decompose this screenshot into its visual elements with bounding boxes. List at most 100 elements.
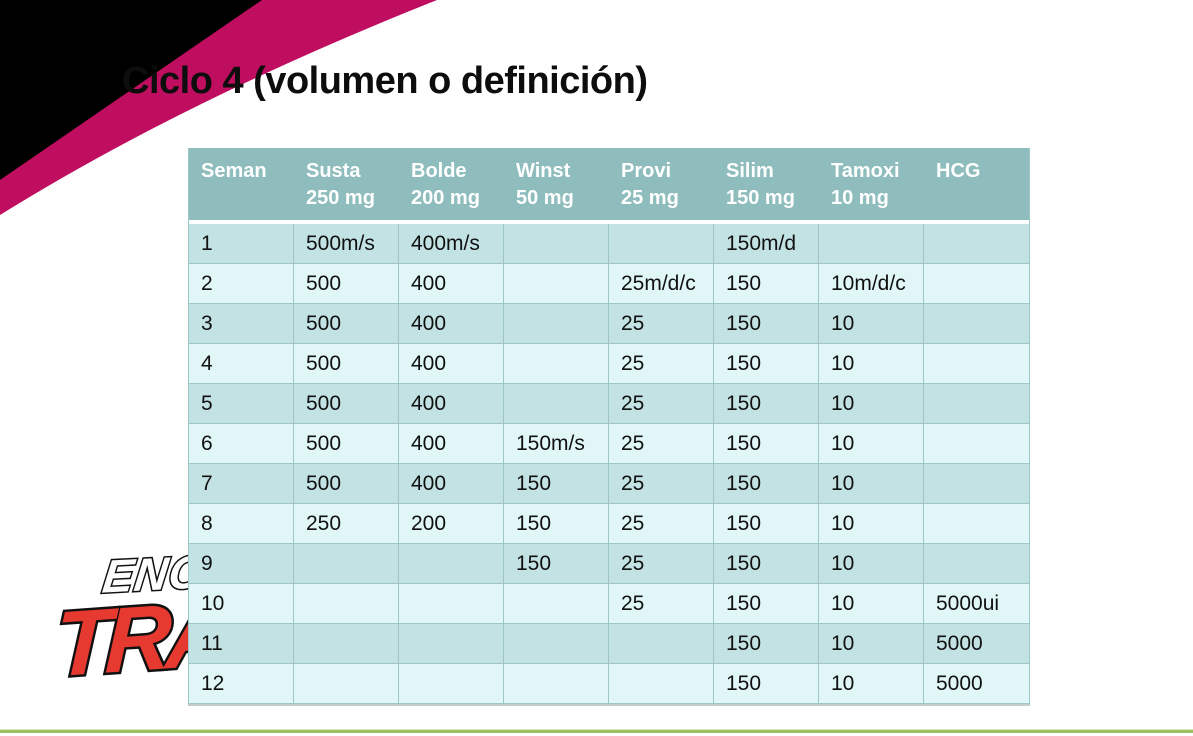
table-cell: 400 <box>399 264 504 304</box>
table-cell: 10 <box>819 464 924 504</box>
column-name: Provi <box>621 160 672 182</box>
table-cell <box>504 584 609 624</box>
table-cell: 10 <box>819 344 924 384</box>
table-row-week-6: 6 500 400 150m/s 25 150 10 <box>189 424 1029 464</box>
column-name: Susta <box>306 160 361 182</box>
table-cell: 150m/d <box>714 224 819 264</box>
column-dose: 10 mg <box>831 187 889 209</box>
table-row-week-8: 8 250 200 150 25 150 10 <box>189 504 1029 544</box>
column-dose: 250 mg <box>306 187 375 209</box>
table-cell: 400 <box>399 464 504 504</box>
table-cell: 150 <box>714 264 819 304</box>
table-cell: 150 <box>714 384 819 424</box>
column-header-susta: Susta 250 mg <box>294 148 399 224</box>
table-cell <box>924 504 1029 544</box>
table-cell: 150 <box>504 504 609 544</box>
table-cell: 10 <box>819 544 924 584</box>
table-cell <box>609 624 714 664</box>
table-row-week-2: 2 500 400 25m/d/c 150 10m/d/c <box>189 264 1029 304</box>
table-row-week-9: 9 150 25 150 10 <box>189 544 1029 584</box>
table-cell: 25 <box>609 344 714 384</box>
table-cell: 500 <box>294 304 399 344</box>
table-cell: 400m/s <box>399 224 504 264</box>
table-cell: 25 <box>609 584 714 624</box>
table-cell: 25 <box>609 304 714 344</box>
table-row-week-3: 3 500 400 25 150 10 <box>189 304 1029 344</box>
table-cell <box>924 544 1029 584</box>
table-cell: 25 <box>609 504 714 544</box>
table-cell: 10m/d/c <box>819 264 924 304</box>
table-cell <box>504 344 609 384</box>
table-cell <box>819 224 924 264</box>
table-cell <box>294 624 399 664</box>
table-cell <box>399 544 504 584</box>
column-name: Bolde <box>411 160 467 182</box>
column-header-bolde: Bolde 200 mg <box>399 148 504 224</box>
column-name: HCG <box>936 160 981 182</box>
column-header-seman: Seman <box>189 148 294 224</box>
table-cell: 500 <box>294 344 399 384</box>
table-cell: 150 <box>714 424 819 464</box>
week-cell: 7 <box>189 464 294 504</box>
table-cell <box>399 624 504 664</box>
table-cell <box>609 224 714 264</box>
table-cell: 150 <box>714 584 819 624</box>
table-cell <box>924 224 1029 264</box>
table-cell: 500 <box>294 264 399 304</box>
table-cell: 150m/s <box>504 424 609 464</box>
header-row: Seman Susta 250 mg Bolde 200 mg Winst 50 mg Pro… <box>189 148 1029 224</box>
column-header-provi: Provi 25 mg <box>609 148 714 224</box>
column-name: Winst <box>516 160 571 182</box>
column-dose: 200 mg <box>411 187 480 209</box>
table-cell: 25 <box>609 384 714 424</box>
table-cell: 10 <box>819 624 924 664</box>
table-body: 1 500m/s 400m/s 150m/d 2 500 400 25m/d/c 150 10m/… <box>189 224 1029 704</box>
table-cell: 5000 <box>924 624 1029 664</box>
table-cell: 400 <box>399 344 504 384</box>
table-cell: 5000 <box>924 664 1029 704</box>
week-cell: 1 <box>189 224 294 264</box>
week-cell: 11 <box>189 624 294 664</box>
table-cell <box>504 664 609 704</box>
column-name: Tamoxi <box>831 160 900 182</box>
table-cell: 150 <box>504 464 609 504</box>
cycle-table: Seman Susta 250 mg Bolde 200 mg Winst 50 mg Pro… <box>188 148 1030 706</box>
table-cell: 400 <box>399 304 504 344</box>
table-cell <box>399 584 504 624</box>
table-cell: 500 <box>294 384 399 424</box>
table-cell <box>924 424 1029 464</box>
table-cell <box>924 384 1029 424</box>
table-cell: 250 <box>294 504 399 544</box>
table-cell: 150 <box>504 544 609 584</box>
column-dose: 50 mg <box>516 187 574 209</box>
table-cell <box>924 464 1029 504</box>
column-name: Silim <box>726 160 774 182</box>
table-cell <box>504 624 609 664</box>
week-cell: 4 <box>189 344 294 384</box>
table-cell: 400 <box>399 424 504 464</box>
column-dose: 150 mg <box>726 187 795 209</box>
table-cell: 500m/s <box>294 224 399 264</box>
table-cell: 25 <box>609 544 714 584</box>
table-cell: 150 <box>714 344 819 384</box>
column-name: Seman <box>201 160 267 182</box>
table-cell: 150 <box>714 544 819 584</box>
column-header-tamoxi: Tamoxi 10 mg <box>819 148 924 224</box>
table-row-week-5: 5 500 400 25 150 10 <box>189 384 1029 424</box>
table-cell: 150 <box>714 624 819 664</box>
column-dose: 25 mg <box>621 187 679 209</box>
table-cell: 150 <box>714 504 819 544</box>
bottom-accent-line <box>0 729 1193 733</box>
table-cell: 150 <box>714 304 819 344</box>
table-cell <box>504 224 609 264</box>
table-cell <box>609 664 714 704</box>
table-cell: 200 <box>399 504 504 544</box>
slide-title: Ciclo 4 (volumen o definición) <box>122 60 648 102</box>
week-cell: 3 <box>189 304 294 344</box>
week-cell: 2 <box>189 264 294 304</box>
cycle-table-grid: Seman Susta 250 mg Bolde 200 mg Winst 50 mg Pro… <box>188 148 1030 706</box>
table-cell: 25m/d/c <box>609 264 714 304</box>
table-cell: 150 <box>714 664 819 704</box>
week-cell: 12 <box>189 664 294 704</box>
